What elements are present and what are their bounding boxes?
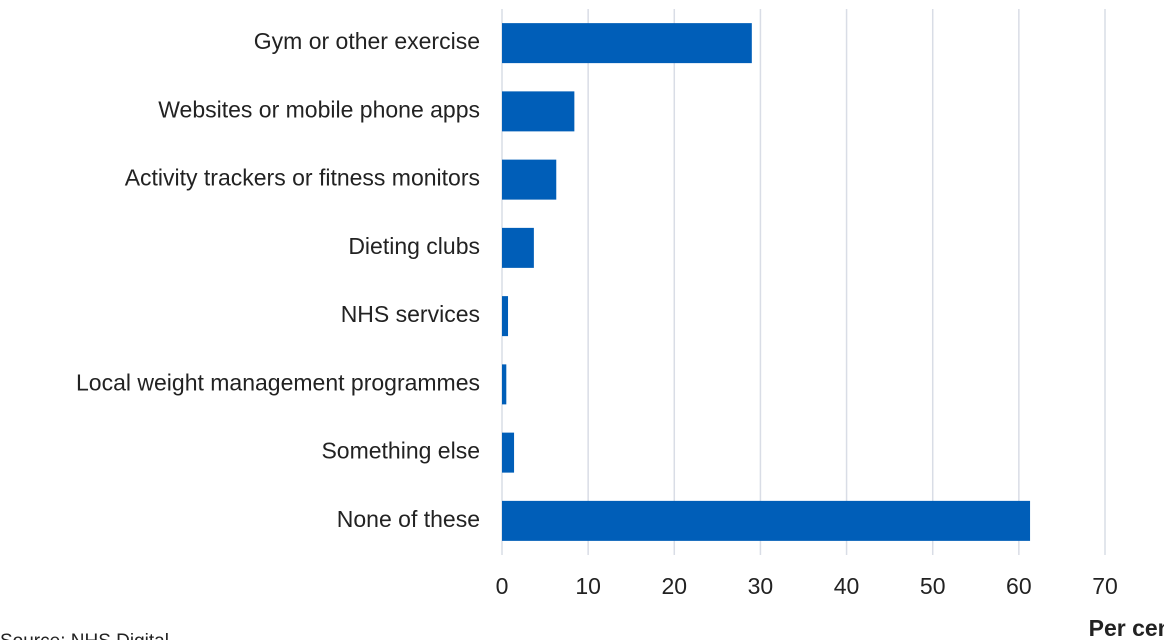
bar	[502, 159, 557, 200]
x-tick-label: 0	[496, 573, 509, 599]
bar	[502, 500, 1031, 541]
source-note: Source: NHS Digital	[0, 631, 169, 640]
x-tick-label: 70	[1092, 573, 1118, 599]
y-tick-label: Websites or mobile phone apps	[158, 96, 480, 122]
x-tick-label: 50	[920, 573, 946, 599]
y-tick-label: Dieting clubs	[348, 233, 480, 259]
bar	[502, 23, 752, 64]
x-tick-label: 40	[834, 573, 860, 599]
bar	[502, 296, 509, 337]
x-tick-label: 30	[748, 573, 774, 599]
bar	[502, 91, 575, 132]
x-tick-label: 60	[1006, 573, 1032, 599]
y-tick-label: Activity trackers or fitness monitors	[125, 165, 480, 191]
x-axis-label: Per cent	[1089, 615, 1164, 640]
bar	[502, 227, 534, 268]
bar	[502, 364, 507, 405]
y-tick-label: Gym or other exercise	[254, 28, 480, 54]
y-tick-label: None of these	[337, 506, 480, 532]
x-tick-label: 20	[661, 573, 687, 599]
y-tick-label: Local weight management programmes	[76, 369, 480, 395]
y-tick-label: NHS services	[341, 301, 480, 327]
x-tick-label: 10	[575, 573, 601, 599]
y-tick-label: Something else	[321, 438, 480, 464]
bar	[502, 432, 515, 473]
